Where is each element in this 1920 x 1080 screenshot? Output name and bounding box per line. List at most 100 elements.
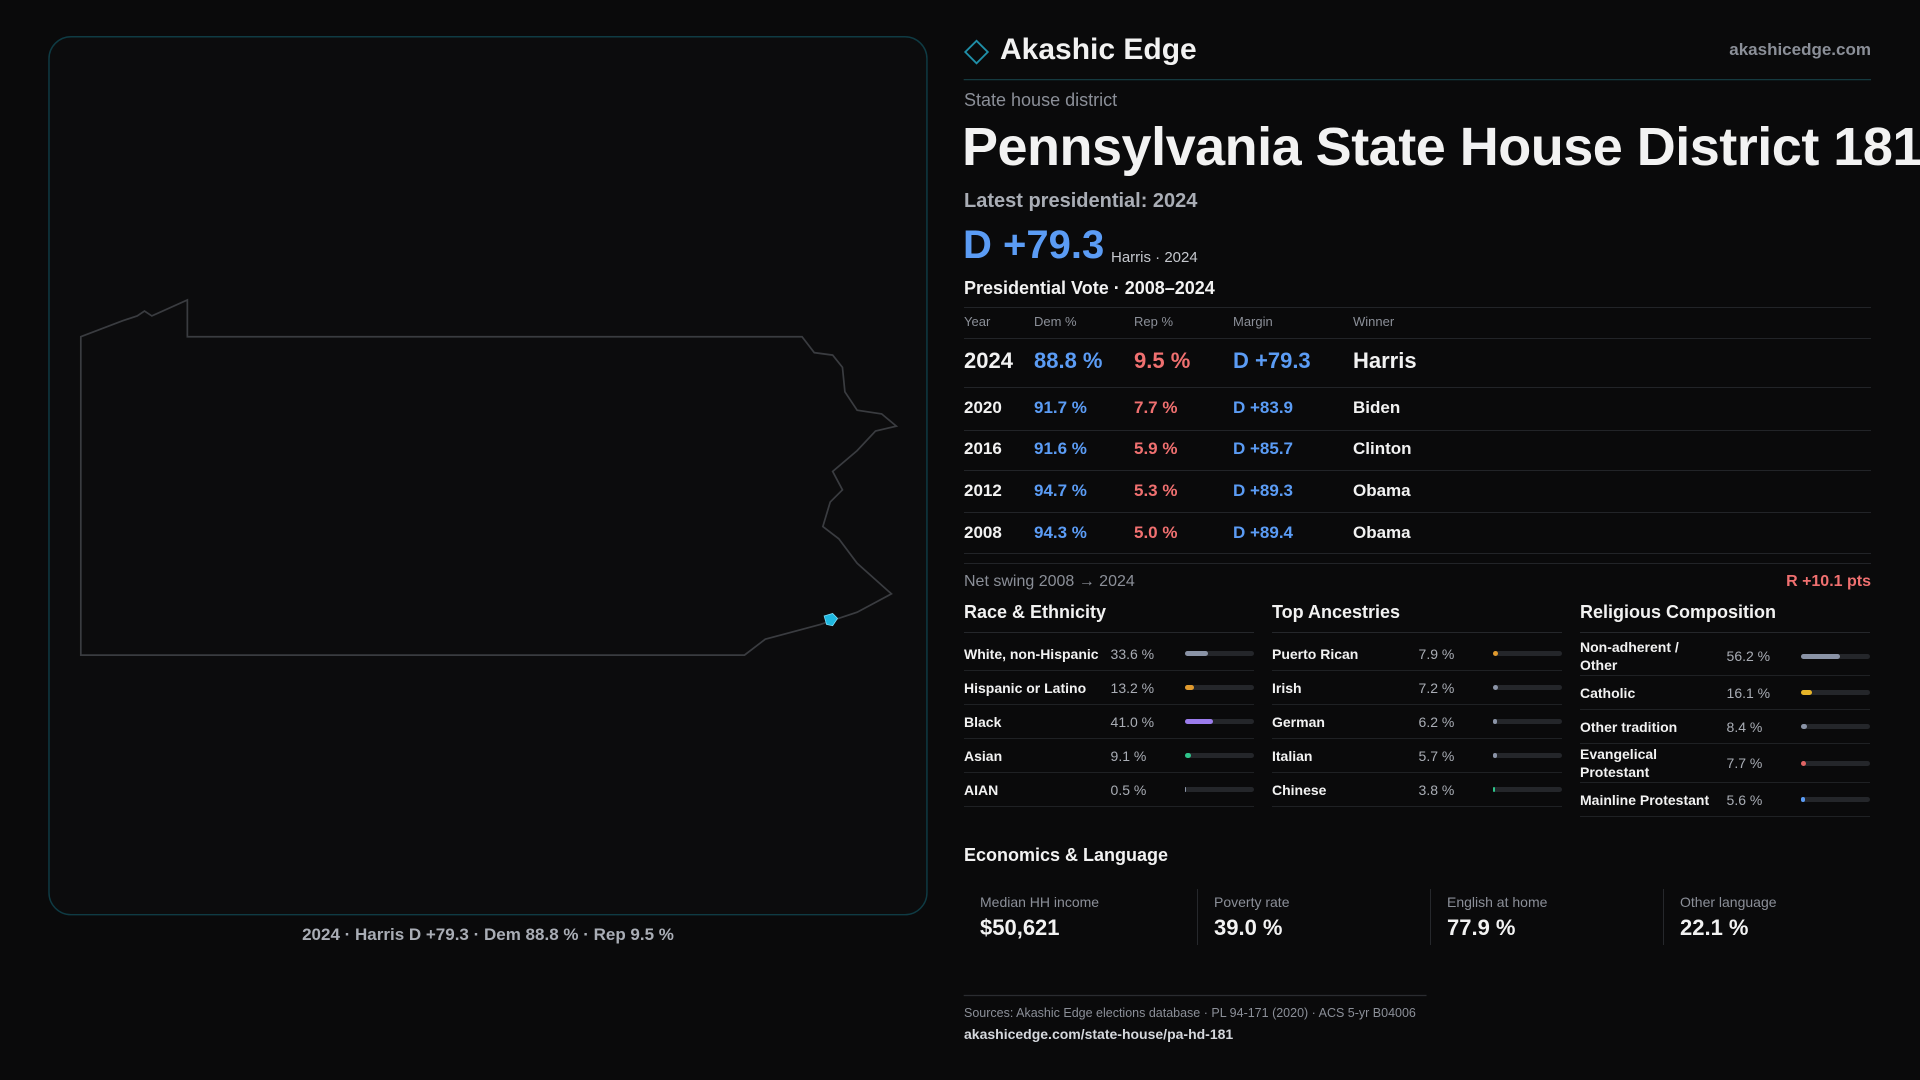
- item-value: 6.2 %: [1418, 713, 1455, 730]
- bar-track: [1184, 719, 1254, 724]
- table-cell: 91.7 %: [1034, 397, 1087, 417]
- district-kind: State house district: [964, 90, 1118, 110]
- table-cell: D +85.7: [1233, 438, 1294, 458]
- bar: [1184, 753, 1192, 758]
- item-value: 8.4 %: [1726, 718, 1763, 735]
- table-cell: 2008: [964, 522, 1002, 542]
- item-value: 16.1 %: [1726, 684, 1771, 701]
- table-title: Presidential Vote · 2008–2024: [964, 278, 1215, 298]
- ancestry-section: Top Ancestries Puerto Rican 7.9 % Irish 7.2 …: [1272, 602, 1562, 807]
- table-cell: D +83.9: [1233, 397, 1294, 417]
- swing-value: R +10.1 pts: [1786, 573, 1871, 590]
- table-cell: 94.7 %: [1034, 480, 1087, 500]
- stat-value: 77.9 %: [1447, 915, 1516, 940]
- table-rule: [964, 563, 1871, 564]
- composition-row: AIAN 0.5 %: [964, 773, 1254, 807]
- table-cell: 94.3 %: [1034, 522, 1087, 542]
- item-name: AIAN: [964, 781, 999, 798]
- stat-box: English at home 77.9 %: [1430, 889, 1647, 945]
- table-rule: [964, 512, 1871, 513]
- table-cell: 5.0 %: [1134, 522, 1178, 542]
- item-value: 5.7 %: [1418, 747, 1455, 764]
- item-name: Non-adherent / Other: [1580, 639, 1679, 673]
- item-name: Asian: [964, 747, 1003, 764]
- item-name: Italian: [1272, 747, 1313, 764]
- bar: [1492, 719, 1498, 724]
- site-link: akashicedge.com: [1729, 40, 1871, 59]
- table-cell: D +89.4: [1233, 522, 1294, 542]
- item-value: 5.6 %: [1726, 791, 1763, 808]
- bar: [1492, 651, 1499, 656]
- item-name: Chinese: [1272, 781, 1327, 798]
- item-name: Other tradition: [1580, 718, 1678, 735]
- section-title: Religious Composition: [1580, 602, 1870, 633]
- bar-track: [1800, 724, 1870, 729]
- bar-track: [1492, 787, 1562, 792]
- table-cell: Clinton: [1353, 438, 1412, 458]
- table-cell: 2012: [964, 480, 1002, 500]
- logo: [963, 39, 990, 65]
- item-value: 7.9 %: [1418, 645, 1455, 662]
- item-name: Irish: [1272, 679, 1302, 696]
- sources: Sources: Akashic Edge elections database…: [964, 1006, 1416, 1020]
- composition-row: Black 41.0 %: [964, 705, 1254, 739]
- bar-track: [1800, 690, 1870, 695]
- bar-track: [1184, 651, 1254, 656]
- composition-row: Other tradition 8.4 %: [1580, 710, 1870, 744]
- district-shape: [823, 613, 839, 627]
- table-rule: [964, 307, 1871, 308]
- bar: [1492, 685, 1498, 690]
- district-title: Pennsylvania State House District 181: [962, 117, 1920, 177]
- table-cell: 2016: [964, 438, 1002, 458]
- table-cell: D +79.3: [1233, 348, 1311, 373]
- item-name: Hispanic or Latino: [964, 679, 1087, 696]
- section-title: Race & Ethnicity: [964, 602, 1254, 633]
- bar-track: [1492, 753, 1562, 758]
- column-header: Rep %: [1134, 314, 1174, 329]
- table-cell: 2024: [964, 348, 1013, 373]
- bar-track: [1492, 651, 1562, 656]
- bar: [1492, 787, 1496, 792]
- column-header: Year: [964, 314, 991, 329]
- item-value: 3.8 %: [1418, 781, 1455, 798]
- bar-track: [1184, 787, 1254, 792]
- item-value: 56.2 %: [1726, 648, 1771, 664]
- bar: [1184, 719, 1214, 724]
- item-name: Puerto Rican: [1272, 645, 1359, 662]
- stat-value: $50,621: [980, 915, 1060, 940]
- stat-label: English at home: [1447, 894, 1548, 910]
- table-rule: [964, 387, 1871, 388]
- composition-row: Puerto Rican 7.9 %: [1272, 637, 1562, 671]
- map-caption: 2024 · Harris D +79.3 · Dem 88.8 % · Rep…: [302, 925, 674, 944]
- item-name: Evangelical Protestant: [1580, 746, 1658, 780]
- composition-row: Catholic 16.1 %: [1580, 676, 1870, 710]
- religion-section: Religious Composition Non-adherent / Othe…: [1580, 602, 1870, 817]
- bar: [1800, 690, 1813, 695]
- item-name: Catholic: [1580, 684, 1636, 701]
- stat-box: Poverty rate 39.0 %: [1197, 889, 1414, 945]
- table-rule: [964, 338, 1871, 339]
- item-name: Mainline Protestant: [1580, 791, 1710, 808]
- bar-track: [1184, 685, 1254, 690]
- bar-track: [1800, 653, 1870, 659]
- stat-value: 22.1 %: [1680, 915, 1749, 940]
- stat-label: Median HH income: [980, 894, 1100, 910]
- composition-row: Italian 5.7 %: [1272, 739, 1562, 773]
- composition-row: White, non-Hispanic 33.6 %: [964, 637, 1254, 671]
- item-value: 13.2 %: [1110, 679, 1155, 696]
- bar: [1492, 753, 1497, 758]
- race-section: Race & Ethnicity White, non-Hispanic 33.6 …: [964, 602, 1254, 807]
- stat-label: Other language: [1680, 894, 1777, 910]
- item-value: 9.1 %: [1110, 747, 1147, 764]
- bar: [1800, 724, 1807, 729]
- bar: [1800, 797, 1805, 802]
- composition-row: Evangelical Protestant 7.7 %: [1580, 744, 1870, 783]
- bar: [1800, 760, 1807, 766]
- table-cell: Obama: [1353, 522, 1411, 542]
- margin-note: Harris · 2024: [1111, 249, 1198, 266]
- map-panel: [48, 36, 928, 916]
- table-rule: [964, 430, 1871, 431]
- table-cell: 5.9 %: [1134, 438, 1178, 458]
